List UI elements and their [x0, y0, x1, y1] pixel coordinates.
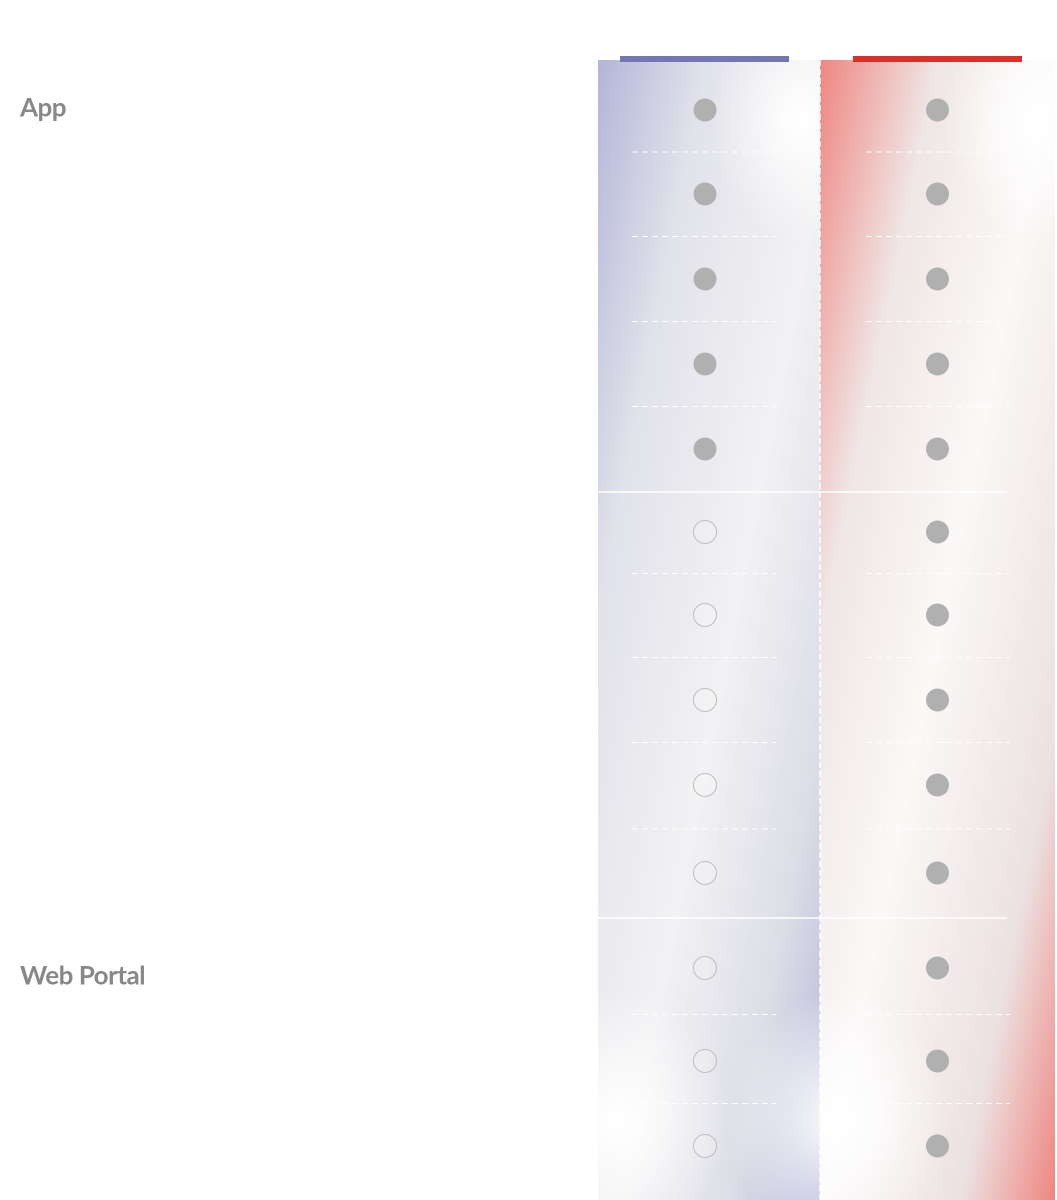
column-header-bar	[853, 56, 1022, 62]
check-filled	[926, 520, 949, 544]
section-label: Web Portal	[20, 959, 145, 991]
check-filled	[926, 1134, 949, 1158]
section-label: App	[19, 91, 66, 123]
check-empty	[693, 956, 717, 980]
check-empty	[693, 688, 717, 712]
check-filled	[693, 182, 717, 206]
check-filled	[926, 1049, 949, 1073]
check-empty	[693, 1134, 717, 1158]
check-filled	[693, 437, 717, 461]
check-empty	[693, 1049, 717, 1073]
check-filled	[926, 688, 949, 712]
check-filled	[693, 98, 717, 122]
check-empty	[693, 773, 717, 797]
check-empty	[693, 520, 717, 544]
check-filled	[693, 352, 717, 376]
check-filled	[926, 956, 949, 980]
highlight	[508, 990, 728, 1200]
check-empty	[693, 861, 717, 885]
highlight	[730, 990, 950, 1200]
check-filled	[693, 267, 717, 291]
check-empty	[693, 603, 717, 627]
check-filled	[926, 98, 949, 122]
check-filled	[926, 773, 949, 797]
check-filled	[926, 861, 949, 885]
check-filled	[926, 182, 949, 206]
check-filled	[926, 603, 949, 627]
check-filled	[926, 437, 949, 461]
check-filled	[926, 352, 949, 376]
column-header-bar	[620, 56, 789, 62]
check-filled	[926, 267, 949, 291]
